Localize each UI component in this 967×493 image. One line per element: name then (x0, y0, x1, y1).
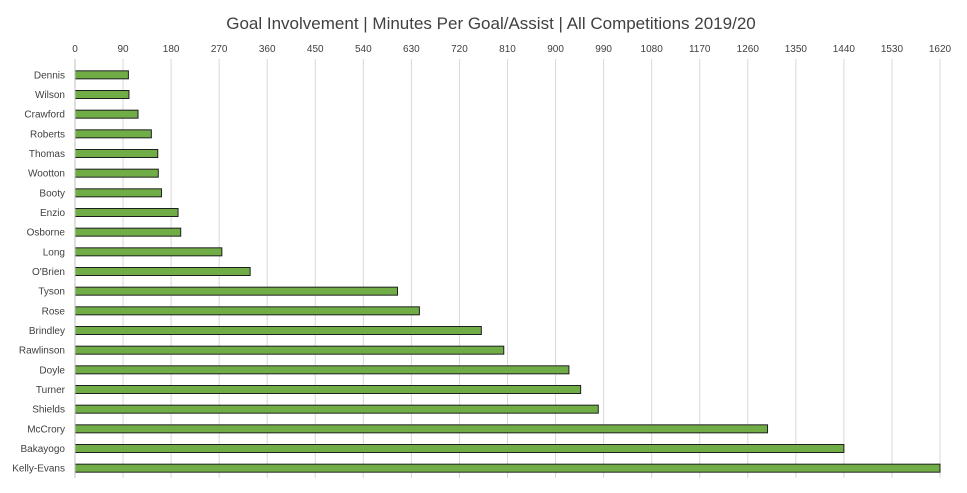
category-label: Doyle (39, 365, 65, 376)
x-tick-label-7: 630 (403, 44, 420, 55)
bar-tyson (74, 286, 399, 296)
bar-kelly-evans (74, 463, 941, 473)
chart-title: Goal Involvement | Minutes Per Goal/Assi… (226, 14, 755, 33)
category-label: Thomas (29, 149, 65, 160)
x-tick-label-2: 180 (163, 44, 180, 55)
category-label: McCrory (27, 424, 65, 435)
x-tick-label-11: 990 (595, 44, 612, 55)
x-tick-label-8: 720 (451, 44, 468, 55)
category-label: Wootton (28, 169, 65, 180)
bar-wootton (74, 168, 159, 178)
x-tick-label-10: 900 (547, 44, 564, 55)
bar-wilson (74, 90, 130, 99)
category-label: Dennis (34, 70, 65, 81)
bar-roberts (74, 129, 152, 139)
bar-thomas (74, 149, 159, 158)
category-label: Brindley (29, 326, 65, 337)
bar-brindley (74, 326, 482, 335)
x-axis-tick-labels: 0 90 180 270 360 450 540 630 720 810 900 990 1080 117… (72, 44, 951, 55)
x-tick-label-13: 1170 (689, 44, 711, 55)
x-tick-label-5: 450 (307, 44, 324, 55)
category-label: Enzio (40, 208, 65, 219)
category-label: Osborne (27, 228, 66, 239)
category-label: Rose (42, 306, 66, 317)
x-tick-label-14: 1260 (737, 44, 760, 55)
category-label: Wilson (35, 90, 65, 101)
x-tick-label-18: 1620 (929, 44, 952, 55)
x-tick-label-3: 270 (211, 44, 228, 55)
category-label: Rawlinson (19, 346, 65, 357)
bar-dennis (74, 70, 129, 80)
bar-bakayogo (74, 444, 845, 453)
x-tick-label-15: 1350 (785, 44, 808, 55)
x-tick-label-16: 1440 (833, 44, 856, 55)
bar-doyle (74, 365, 570, 375)
gridlines (74, 59, 941, 478)
bar-turner (74, 385, 582, 394)
category-label: Turner (36, 385, 66, 396)
x-tick-label-4: 360 (259, 44, 276, 55)
bar-crawford (74, 109, 139, 119)
bar-enzio (74, 208, 179, 217)
category-label: Roberts (30, 129, 65, 140)
category-labels: Dennis Wilson Crawford Roberts Thomas Wootton… (12, 70, 65, 474)
x-tick-label-0: 0 (72, 44, 78, 55)
bar-long (74, 247, 223, 257)
bar-osborne (74, 227, 182, 237)
category-label: Tyson (38, 287, 65, 298)
bar-o-brien (74, 267, 251, 276)
x-tick-label-12: 1080 (641, 44, 664, 55)
category-label: Kelly-Evans (12, 464, 65, 475)
x-tick-label-1: 90 (117, 44, 129, 55)
bar-booty (74, 188, 162, 198)
category-label: Shields (32, 405, 65, 416)
category-label: Booty (39, 188, 65, 199)
bar-shields (74, 404, 599, 414)
x-tick-label-6: 540 (355, 44, 372, 55)
bar-rawlinson (74, 345, 505, 355)
bar-mccrory (74, 424, 769, 434)
x-tick-label-9: 810 (499, 44, 516, 55)
category-label: Crawford (24, 110, 65, 121)
category-label: Bakayogo (21, 444, 66, 455)
bar-rose (74, 306, 420, 316)
x-tick-label-17: 1530 (881, 44, 904, 55)
category-label: O'Brien (32, 267, 65, 278)
category-label: Long (43, 247, 65, 258)
